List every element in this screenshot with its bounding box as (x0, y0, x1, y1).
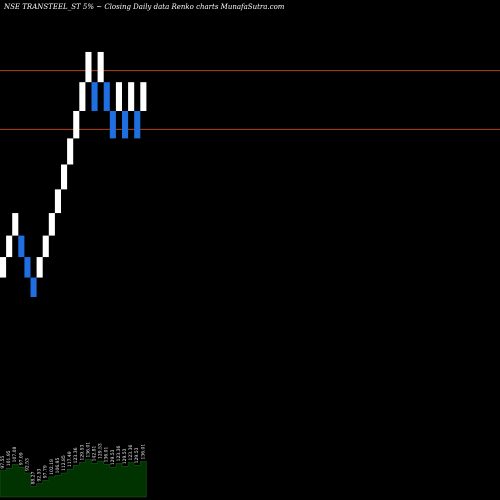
renko-brick-up (6, 235, 13, 258)
renko-brick-down (24, 257, 31, 278)
volume-label: 136.01 (140, 444, 146, 460)
renko-brick-down (122, 110, 129, 139)
renko-brick-up (67, 138, 74, 165)
renko-brick-up (115, 82, 122, 111)
volume-label: 102.18 (49, 459, 55, 475)
chart-title: NSE TRANSTEEL_ST 5% ~ Closing Daily data… (3, 3, 285, 11)
volume-label: 97.09 (18, 452, 24, 465)
renko-brick-up (97, 51, 104, 83)
renko-brick-up (140, 82, 147, 111)
volume-label: 92.53 (24, 458, 30, 471)
volume-label: 97.79 (43, 465, 49, 478)
renko-brick-down (103, 82, 110, 111)
volume-label: 123.36 (116, 446, 122, 462)
renko-brick-up (54, 189, 61, 214)
renko-brick-down (134, 110, 141, 139)
volume-label: 92.53 (37, 469, 43, 482)
renko-brick-down (18, 235, 25, 258)
renko-brick-up (0, 257, 7, 278)
renko-brick-up (12, 213, 19, 236)
renko-brick-up (73, 110, 80, 139)
level-lines (0, 70, 500, 130)
renko-brick-down (30, 277, 37, 298)
volume-label: 136.01 (85, 442, 91, 458)
volume-label: 142.81 (92, 446, 98, 462)
renko-brick-down (91, 82, 98, 111)
volume-label: 129.53 (79, 445, 85, 461)
renko-brick-down (109, 110, 116, 139)
volume-label: 123.36 (128, 445, 134, 461)
volume-label: 129.53 (110, 449, 116, 465)
volume-label: 136.01 (104, 446, 110, 462)
volume-label: 88.27 (31, 471, 37, 484)
volume-label: 129.53 (122, 448, 128, 464)
renko-brick-up (128, 82, 135, 111)
volume-label: 101.95 (6, 450, 12, 466)
renko-brick-up (79, 82, 86, 111)
renko-brick-up (85, 51, 92, 83)
volume-label: 106.95 (55, 458, 61, 474)
volume-label: 97.55 (0, 456, 6, 469)
renko-brick-up (42, 235, 49, 258)
volume-label: 107.08 (12, 446, 18, 462)
volume-label: 123.36 (73, 447, 79, 463)
renko-brick-up (48, 213, 55, 236)
renko-bricks (0, 51, 147, 298)
volume-label: 117.49 (67, 451, 73, 467)
volume-label: 129.53 (134, 447, 140, 463)
volume-label: 129.53 (98, 443, 104, 459)
renko-brick-up (61, 164, 68, 190)
volume-label: 112.85 (61, 455, 67, 471)
volume-area (0, 459, 147, 498)
renko-brick-up (36, 257, 43, 278)
